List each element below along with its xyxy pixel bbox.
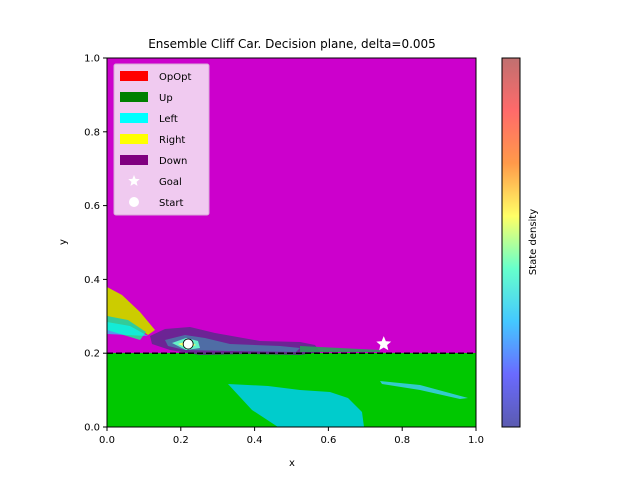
y-tick-label: 1.0 (84, 54, 100, 65)
region-left-wedge (107, 322, 148, 336)
legend-swatch-down (120, 155, 148, 165)
region-left-lower (228, 384, 364, 427)
region-right-wedge (107, 287, 155, 335)
y-tick-label: 0.4 (84, 275, 100, 286)
x-tick-label: 1.0 (468, 435, 484, 446)
legend-label: Left (159, 114, 178, 125)
legend-label: Start (159, 198, 184, 209)
x-tick-label: 0.4 (247, 435, 263, 446)
density-tail (300, 346, 380, 352)
x-axis-label: x (289, 458, 295, 469)
legend-label: OpOpt (159, 72, 191, 83)
legend-goal-icon (128, 175, 140, 186)
markers-layer (182, 336, 392, 351)
legend-label: Up (159, 93, 173, 104)
legend-label: Down (159, 156, 187, 167)
x-tick-label: 0.6 (320, 435, 336, 446)
plot-area (107, 58, 476, 427)
colorbar (501, 57, 521, 428)
region-left-streak (380, 381, 468, 399)
y-tick-label: 0.0 (84, 423, 100, 434)
legend-swatch-up (120, 92, 148, 102)
legend-start-icon (129, 197, 139, 207)
x-tick-label: 0.0 (99, 435, 115, 446)
y-tick-label: 0.6 (84, 201, 100, 212)
x-axis: 0.0 0.2 0.4 0.6 0.8 1.0 (99, 427, 484, 446)
legend-swatch-opopt (120, 71, 148, 81)
y-axis-label: y (58, 239, 69, 245)
legend-label: Goal (159, 177, 182, 188)
x-tick-label: 0.2 (173, 435, 189, 446)
legend-swatch-left (120, 113, 148, 123)
colorbar-label: State density (528, 209, 539, 275)
legend: OpOpt Up Left Right Down Goal Start (113, 63, 210, 216)
legend-swatch-right (120, 134, 148, 144)
y-tick-label: 0.2 (84, 349, 100, 360)
legend-label: Right (159, 135, 185, 146)
chart-title: Ensemble Cliff Car. Decision plane, delt… (148, 37, 436, 51)
y-tick-label: 0.8 (84, 127, 100, 138)
goal-marker (376, 336, 392, 351)
start-marker (182, 338, 194, 350)
y-axis: 0.0 0.2 0.4 0.6 0.8 1.0 (84, 54, 107, 434)
plot-frame (106, 57, 477, 428)
x-tick-label: 0.8 (394, 435, 410, 446)
